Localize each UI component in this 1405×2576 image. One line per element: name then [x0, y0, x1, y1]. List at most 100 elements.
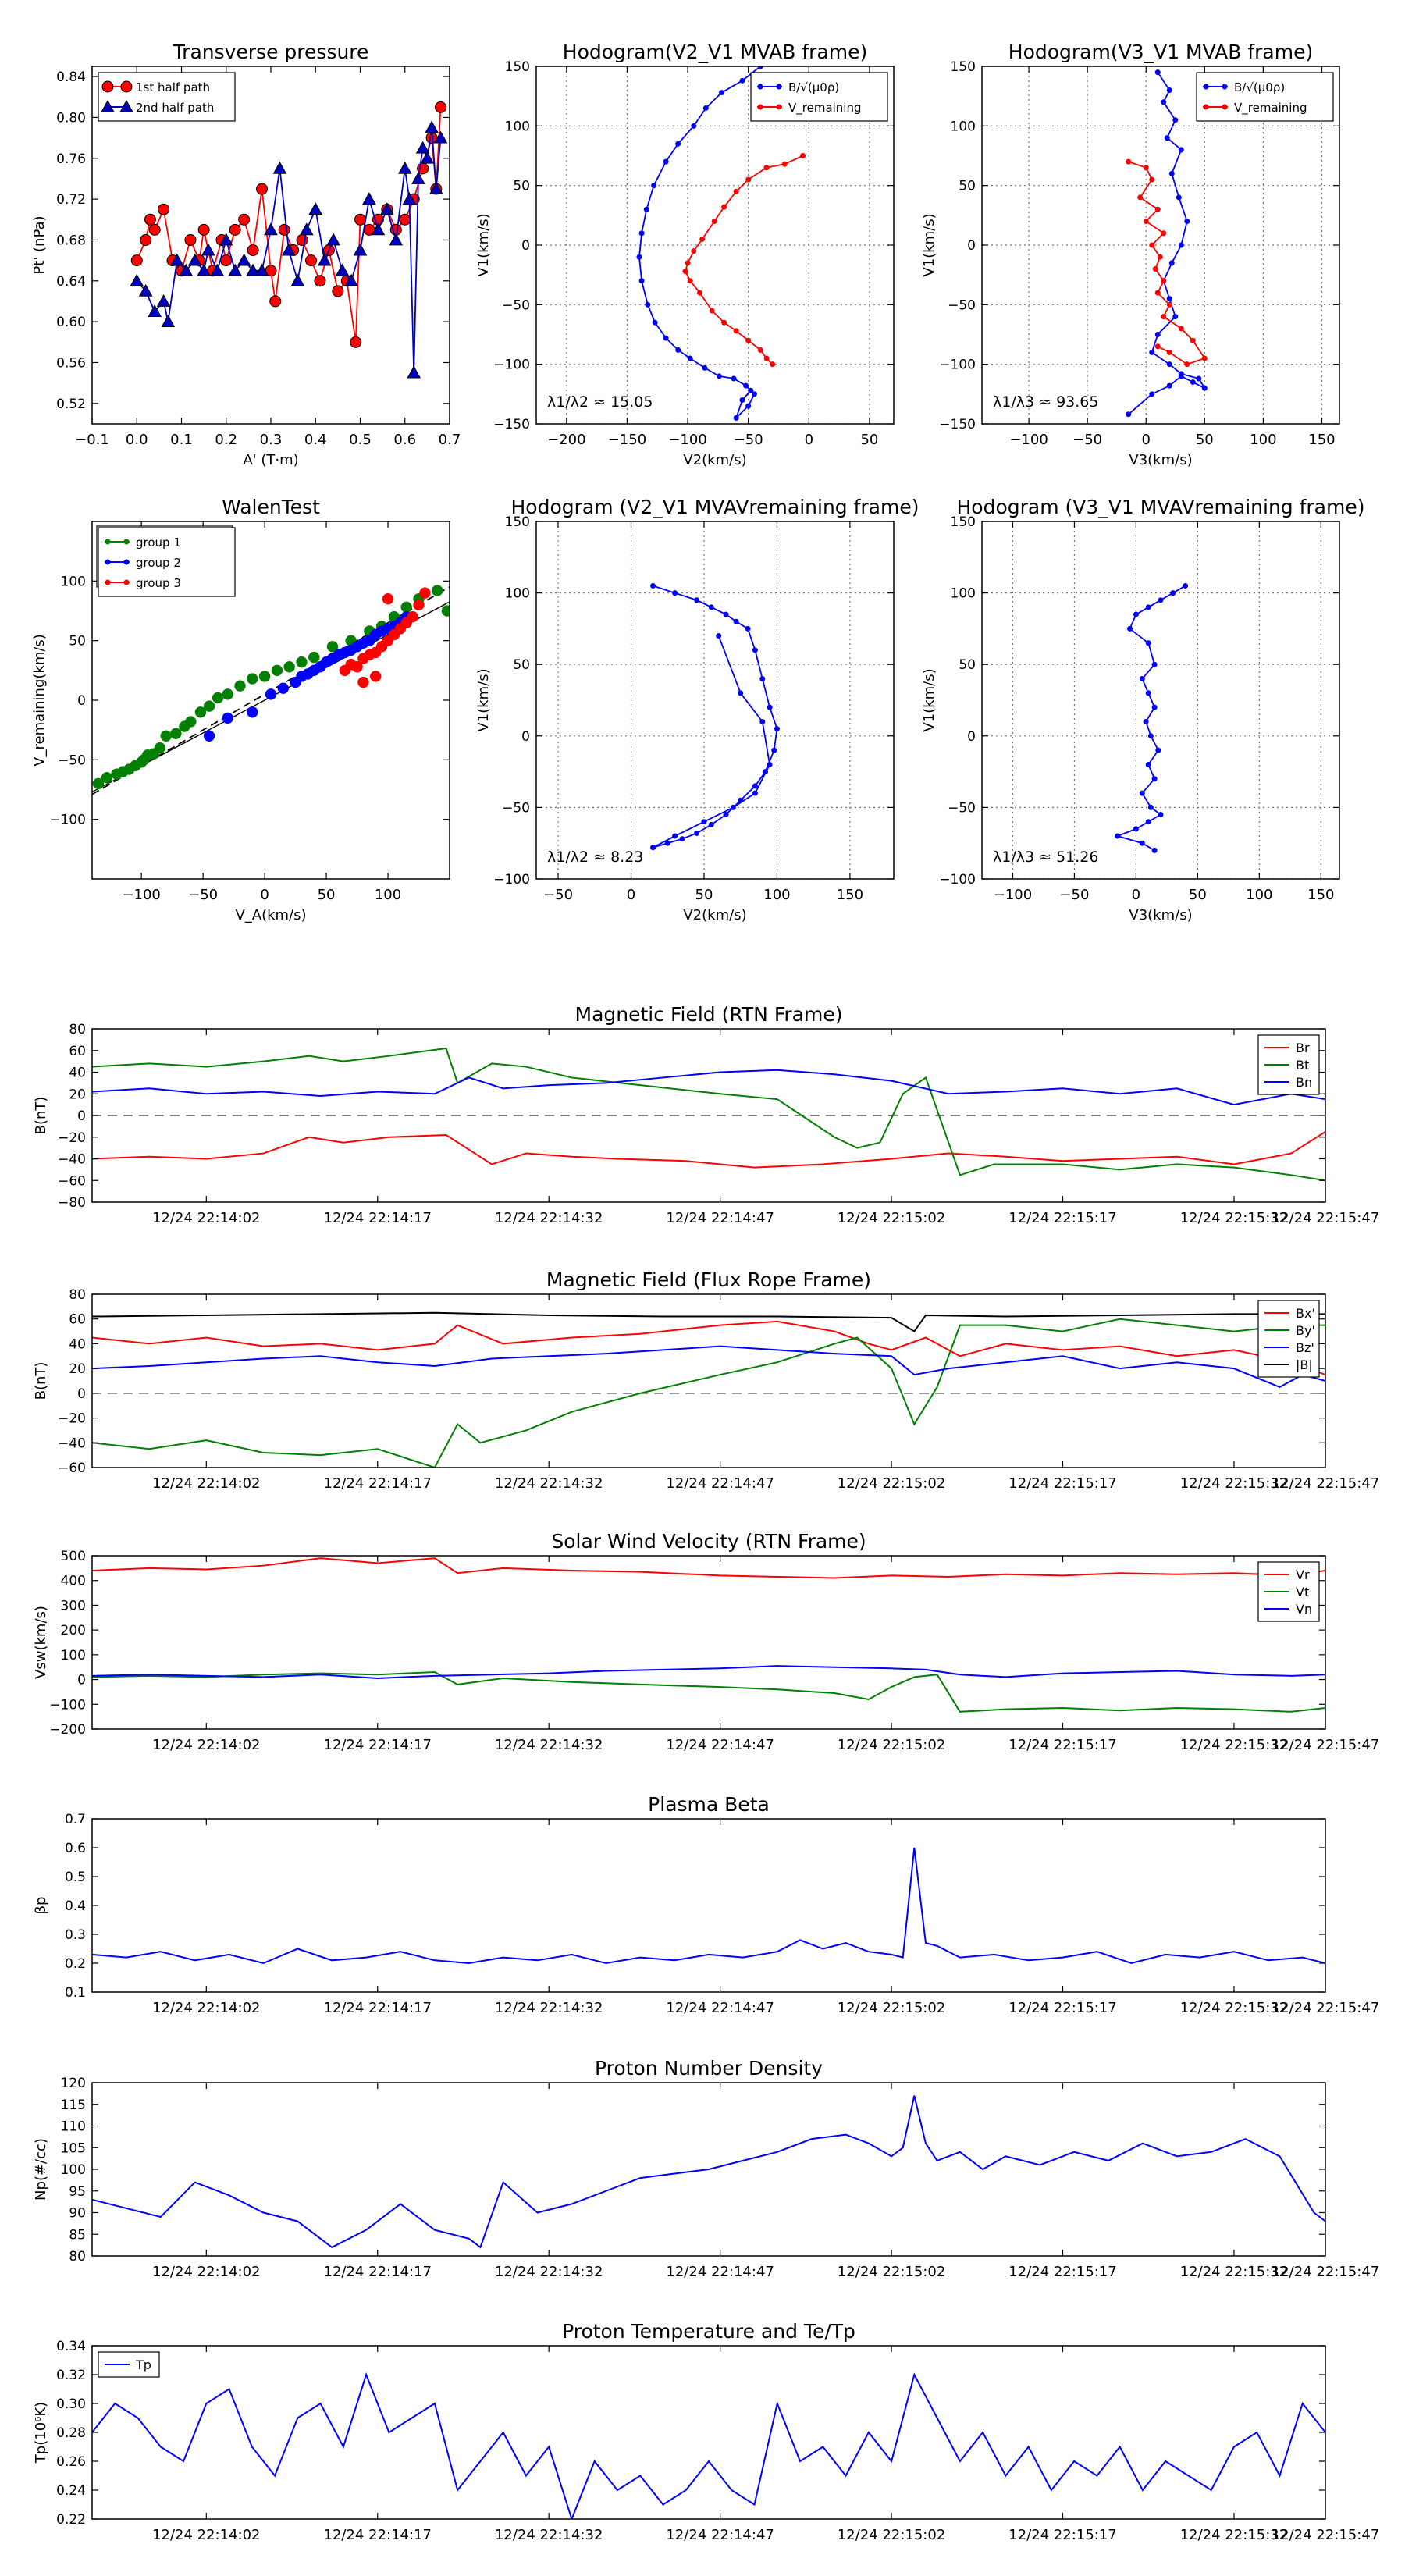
- x-tick-label: 12/24 22:14:32: [495, 2527, 603, 2543]
- data-point: [415, 141, 430, 154]
- y-tick-label: 150: [951, 514, 976, 530]
- data-point: [222, 688, 233, 700]
- data-point: [201, 243, 215, 256]
- data-point: [730, 804, 736, 810]
- series-1st-half-path: [130, 101, 447, 348]
- data-point: [1166, 296, 1172, 302]
- legend: 1st half path 2nd half path: [98, 72, 236, 122]
- data-point: [435, 101, 447, 113]
- y-tick-label: 0.1: [65, 1985, 86, 2001]
- data-point: [169, 253, 184, 266]
- plot-area: [130, 101, 448, 379]
- plot-area: [92, 585, 450, 795]
- legend-label: Bn: [1296, 1075, 1312, 1090]
- data-point: [1158, 812, 1164, 818]
- data-point: [748, 387, 754, 393]
- chart-title: Solar Wind Velocity (RTN Frame): [551, 1530, 866, 1553]
- data-point: [743, 382, 749, 389]
- data-point: [1145, 604, 1151, 610]
- y-tick-label: 50: [959, 179, 976, 194]
- data-point: [1166, 349, 1172, 355]
- data-point: [431, 585, 443, 596]
- axes-frame: [535, 521, 895, 880]
- y-tick-label: 0.24: [56, 2483, 86, 2499]
- data-point: [1143, 218, 1149, 224]
- data-point: [369, 671, 382, 682]
- data-point: [197, 223, 210, 236]
- y-tick-label: 0.52: [56, 397, 86, 412]
- y-tick-label: 95: [69, 2184, 86, 2200]
- series-group-1: [92, 585, 450, 790]
- y-tick-label: 0: [967, 238, 976, 254]
- series-line: [92, 1847, 1325, 1965]
- series-line: [92, 1130, 1325, 1169]
- chart-title: Magnetic Field (Flux Rope Frame): [546, 1268, 871, 1291]
- legend-item: Vr: [1264, 1567, 1310, 1582]
- series-line: [92, 2095, 1325, 2249]
- axes-frame: [91, 2345, 1326, 2520]
- data-point: [247, 706, 258, 718]
- x-tick-label: 12/24 22:14:17: [324, 2527, 432, 2543]
- legend-label: group 2: [136, 556, 181, 570]
- data-point: [1151, 847, 1158, 853]
- y-tick-label: −100: [939, 872, 976, 888]
- chart-hodo4: Hodogram (V3_V1 MVAVremaining frame) −100…: [921, 496, 1365, 923]
- data-point: [1139, 790, 1145, 796]
- x-tick-label: 0.6: [393, 432, 416, 448]
- data-point: [1133, 826, 1139, 832]
- series-b-0-: [636, 66, 763, 421]
- y-tick-label: −200: [49, 1722, 86, 1738]
- data-point: [731, 375, 737, 382]
- series-line: [92, 1047, 1325, 1182]
- data-point: [402, 192, 417, 205]
- x-tick-label: 12/24 22:15:17: [1008, 2264, 1116, 2280]
- data-point: [156, 294, 171, 307]
- x-tick-label: 50: [318, 887, 336, 903]
- data-point: [643, 206, 649, 212]
- chart-title: Hodogram (V3_V1 MVAVremaining frame): [957, 496, 1365, 518]
- data-point: [1143, 165, 1149, 171]
- legend-item: Bt: [1264, 1058, 1309, 1073]
- series-group-3: [339, 587, 431, 688]
- data-point: [1155, 747, 1161, 753]
- series-line: [92, 1345, 1325, 1389]
- y-tick-label: 100: [61, 574, 86, 589]
- y-tick-label: 200: [61, 1623, 86, 1638]
- data-point: [299, 222, 314, 236]
- data-point: [351, 661, 363, 673]
- x-tick-label: 150: [837, 887, 863, 903]
- data-point: [138, 283, 153, 297]
- data-point: [380, 202, 394, 215]
- x-tick-label: 0.1: [170, 432, 193, 448]
- data-point: [757, 347, 763, 353]
- legend-item: Vn: [1264, 1602, 1312, 1617]
- data-point: [763, 355, 770, 361]
- legend: Br Bt Bn: [1257, 1034, 1320, 1095]
- data-point: [1137, 194, 1144, 201]
- data-point: [187, 253, 202, 266]
- data-point: [672, 833, 678, 839]
- legend-item: Vt: [1264, 1585, 1309, 1599]
- data-point: [1154, 332, 1161, 337]
- data-point: [203, 700, 215, 712]
- data-point: [1149, 349, 1155, 355]
- x-tick-label: −100: [994, 887, 1032, 903]
- x-tick-label: −100: [668, 432, 706, 448]
- data-point: [759, 718, 766, 724]
- x-tick-label: −200: [547, 432, 585, 448]
- x-tick-label: 12/24 22:15:02: [838, 1210, 945, 1226]
- data-point: [1145, 640, 1151, 646]
- data-point: [1172, 314, 1179, 320]
- data-point: [702, 105, 709, 111]
- y-tick-label: 50: [69, 634, 86, 649]
- data-point: [308, 202, 323, 215]
- legend-frame: [98, 72, 236, 122]
- series-line: [1115, 585, 1186, 852]
- plot-area: [92, 1311, 1325, 1468]
- axes-frame: [981, 521, 1340, 880]
- data-point: [663, 335, 669, 341]
- x-tick-label: 0: [1142, 432, 1151, 448]
- x-tick-label: 12/24 22:14:02: [152, 2527, 260, 2543]
- data-point: [636, 254, 642, 260]
- x-tick-label: 12/24 22:15:17: [1008, 1737, 1116, 1753]
